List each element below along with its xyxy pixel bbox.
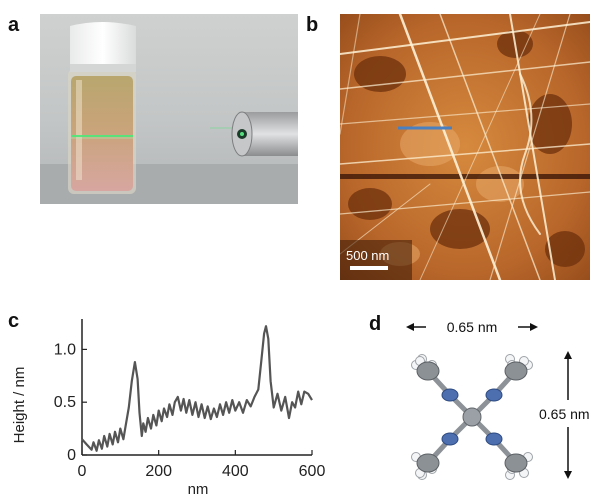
y-tick-label: 0: [67, 447, 76, 464]
vial-cap: [70, 22, 136, 72]
x-tick-label: 0: [78, 463, 87, 480]
height-dimension-arrow: [564, 351, 572, 479]
nitrogen-atom: [441, 388, 459, 402]
nitrogen-atom: [485, 432, 503, 446]
x-tick-label: 200: [145, 463, 172, 480]
carbon-atom: [416, 453, 440, 473]
carbon-atom: [504, 361, 528, 381]
carbon-atom: [504, 453, 528, 473]
scalebar-backdrop: [340, 240, 412, 280]
afm-image: 500 nm: [340, 14, 590, 280]
nanowire-network: [340, 14, 590, 280]
nitrogen-atom: [441, 432, 459, 446]
width-dimension-arrow: [406, 323, 538, 331]
panel-label-d: d: [369, 313, 382, 335]
molecule-model: [411, 354, 533, 480]
y-axis-label: Height / nm: [11, 367, 28, 444]
laser-pointer: [231, 111, 298, 157]
panel-label-a: a: [8, 14, 20, 36]
vial-photo-illustration: [40, 22, 298, 204]
x-axis-label: nm: [188, 481, 209, 496]
molecular-structure-panel: 0.65 nm 0.65 nm: [340, 305, 600, 496]
scalebar-label: 500 nm: [346, 248, 389, 263]
y-tick-label: 0.5: [54, 394, 76, 411]
carbon-atom: [416, 361, 440, 381]
height-profile-chart: 0 200 400 600 0 0.5 1.0 Height / nm nm: [0, 305, 330, 498]
series-line: [81, 325, 313, 452]
molecule-diagram: 0.65 nm 0.65 nm: [406, 319, 590, 480]
nitrogen-atom: [485, 388, 503, 402]
vial-photo: [40, 14, 298, 204]
x-tick-label: 400: [222, 463, 249, 480]
x-tick-label: 600: [299, 463, 326, 480]
vial: [68, 22, 136, 194]
panel-label-c: c: [8, 310, 20, 332]
central-atom: [462, 407, 482, 427]
afm-topography: 500 nm: [340, 14, 590, 280]
height-profile-plot: 0 200 400 600 0 0.5 1.0 Height / nm nm: [11, 319, 326, 498]
width-label: 0.65 nm: [447, 319, 498, 335]
y-tick-label: 1.0: [54, 341, 76, 358]
panel-label-b: b: [306, 14, 319, 36]
height-label: 0.65 nm: [539, 406, 590, 422]
